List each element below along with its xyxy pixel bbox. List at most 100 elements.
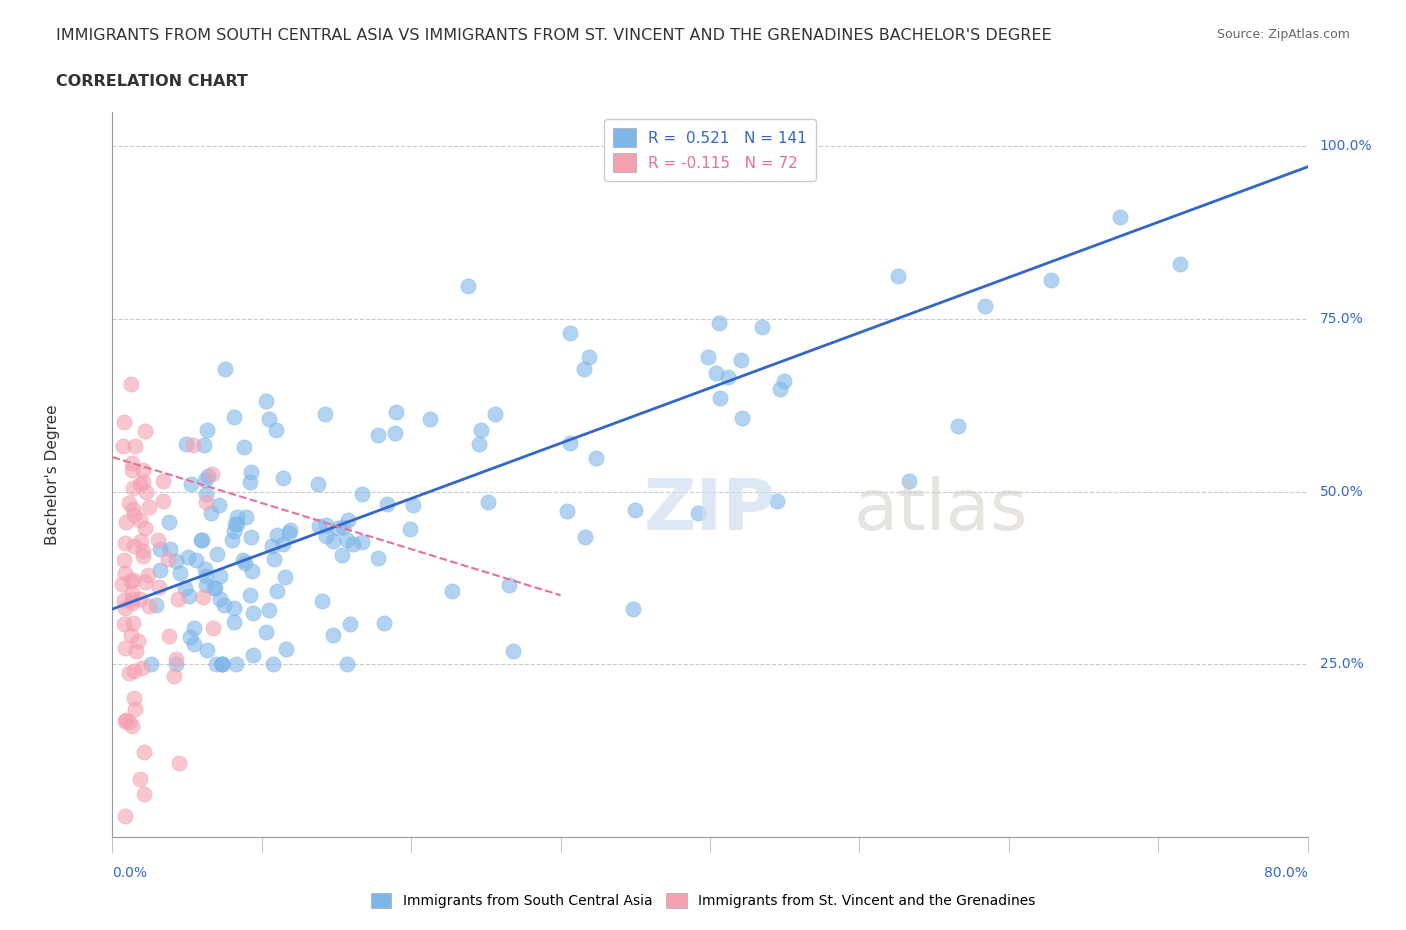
Immigrants from South Central Asia: [560, 436, 582, 451]
Immigrants from South Central Asia: [232, 552, 254, 567]
Text: ZIP: ZIP: [644, 476, 776, 545]
Text: atlas: atlas: [853, 476, 1028, 545]
Immigrants from South Central Asia: [315, 517, 337, 532]
Immigrants from South Central Asia: [180, 476, 202, 491]
Immigrants from St. Vincent and the Grenadines: [201, 466, 224, 481]
Immigrants from St. Vincent and the Grenadines: [201, 621, 224, 636]
Immigrants from South Central Asia: [467, 437, 489, 452]
Immigrants from South Central Asia: [373, 615, 395, 630]
Immigrants from South Central Asia: [578, 350, 600, 365]
Immigrants from South Central Asia: [572, 362, 595, 377]
Text: Source: ZipAtlas.com: Source: ZipAtlas.com: [1216, 28, 1350, 41]
Immigrants from St. Vincent and the Grenadines: [132, 474, 155, 489]
Immigrants from South Central Asia: [273, 471, 295, 485]
Immigrants from South Central Asia: [274, 642, 297, 657]
Immigrants from St. Vincent and the Grenadines: [112, 552, 135, 567]
Immigrants from South Central Asia: [266, 528, 288, 543]
Immigrants from South Central Asia: [558, 326, 581, 340]
Immigrants from St. Vincent and the Grenadines: [124, 438, 146, 453]
Immigrants from South Central Asia: [266, 584, 288, 599]
Text: 100.0%: 100.0%: [1319, 140, 1372, 153]
Immigrants from St. Vincent and the Grenadines: [124, 644, 146, 658]
Text: Bachelor's Degree: Bachelor's Degree: [45, 404, 60, 545]
Immigrants from St. Vincent and the Grenadines: [120, 573, 142, 588]
Immigrants from South Central Asia: [948, 418, 970, 433]
Immigrants from St. Vincent and the Grenadines: [118, 715, 141, 730]
Immigrants from South Central Asia: [211, 657, 233, 671]
Immigrants from South Central Asia: [502, 644, 524, 658]
Immigrants from South Central Asia: [585, 450, 607, 465]
Immigrants from South Central Asia: [367, 428, 389, 443]
Immigrants from South Central Asia: [336, 512, 359, 527]
Immigrants from St. Vincent and the Grenadines: [132, 745, 155, 760]
Immigrants from South Central Asia: [242, 564, 264, 578]
Immigrants from South Central Asia: [336, 532, 359, 547]
Immigrants from South Central Asia: [375, 497, 398, 512]
Immigrants from South Central Asia: [263, 551, 285, 566]
Immigrants from St. Vincent and the Grenadines: [138, 500, 160, 515]
Immigrants from South Central Asia: [186, 552, 208, 567]
Immigrants from South Central Asia: [314, 406, 336, 421]
Immigrants from South Central Asia: [254, 394, 277, 409]
Immigrants from St. Vincent and the Grenadines: [163, 669, 186, 684]
Immigrants from South Central Asia: [195, 423, 218, 438]
Immigrants from South Central Asia: [239, 475, 262, 490]
Immigrants from South Central Asia: [208, 568, 231, 583]
Immigrants from St. Vincent and the Grenadines: [121, 462, 143, 477]
Immigrants from South Central Asia: [574, 529, 596, 544]
Immigrants from St. Vincent and the Grenadines: [112, 439, 135, 454]
Immigrants from St. Vincent and the Grenadines: [152, 473, 174, 488]
Immigrants from South Central Asia: [242, 648, 264, 663]
Immigrants from South Central Asia: [254, 624, 277, 639]
Immigrants from South Central Asia: [315, 528, 337, 543]
Immigrants from St. Vincent and the Grenadines: [122, 501, 145, 516]
Immigrants from St. Vincent and the Grenadines: [121, 455, 143, 470]
Legend: Immigrants from South Central Asia, Immigrants from St. Vincent and the Grenadin: Immigrants from South Central Asia, Immi…: [366, 888, 1040, 914]
Immigrants from South Central Asia: [273, 536, 295, 551]
Immigrants from South Central Asia: [214, 361, 236, 376]
Immigrants from South Central Asia: [235, 510, 257, 525]
Immigrants from South Central Asia: [240, 465, 263, 480]
Immigrants from South Central Asia: [974, 299, 997, 313]
Immigrants from South Central Asia: [183, 637, 205, 652]
Immigrants from South Central Asia: [322, 534, 344, 549]
Immigrants from St. Vincent and the Grenadines: [167, 756, 190, 771]
Immigrants from South Central Asia: [200, 506, 222, 521]
Immigrants from St. Vincent and the Grenadines: [165, 652, 187, 667]
Immigrants from South Central Asia: [194, 562, 217, 577]
Immigrants from St. Vincent and the Grenadines: [134, 574, 156, 589]
Immigrants from South Central Asia: [419, 411, 441, 426]
Immigrants from St. Vincent and the Grenadines: [134, 423, 156, 438]
Immigrants from South Central Asia: [307, 476, 329, 491]
Immigrants from South Central Asia: [222, 601, 245, 616]
Text: 80.0%: 80.0%: [1264, 866, 1308, 880]
Immigrants from South Central Asia: [207, 498, 229, 512]
Immigrants from St. Vincent and the Grenadines: [129, 477, 152, 492]
Text: 75.0%: 75.0%: [1319, 312, 1364, 326]
Immigrants from St. Vincent and the Grenadines: [138, 598, 160, 613]
Immigrants from South Central Asia: [773, 373, 796, 388]
Immigrants from St. Vincent and the Grenadines: [157, 551, 180, 566]
Immigrants from St. Vincent and the Grenadines: [120, 628, 142, 643]
Immigrants from South Central Asia: [264, 422, 287, 437]
Immigrants from South Central Asia: [768, 381, 790, 396]
Immigrants from St. Vincent and the Grenadines: [136, 568, 159, 583]
Immigrants from St. Vincent and the Grenadines: [132, 548, 155, 563]
Immigrants from South Central Asia: [477, 495, 499, 510]
Immigrants from South Central Asia: [326, 521, 349, 536]
Immigrants from South Central Asia: [259, 412, 281, 427]
Immigrants from St. Vincent and the Grenadines: [120, 377, 142, 392]
Immigrants from South Central Asia: [177, 589, 200, 604]
Immigrants from St. Vincent and the Grenadines: [114, 536, 136, 551]
Immigrants from South Central Asia: [731, 411, 754, 426]
Immigrants from St. Vincent and the Grenadines: [122, 616, 145, 631]
Immigrants from South Central Asia: [262, 657, 284, 671]
Immigrants from St. Vincent and the Grenadines: [114, 565, 136, 580]
Immigrants from St. Vincent and the Grenadines: [128, 512, 150, 527]
Immigrants from St. Vincent and the Grenadines: [134, 787, 156, 802]
Immigrants from South Central Asia: [274, 570, 297, 585]
Immigrants from South Central Asia: [149, 563, 172, 578]
Immigrants from South Central Asia: [211, 657, 233, 671]
Immigrants from South Central Asia: [226, 516, 249, 531]
Immigrants from South Central Asia: [350, 535, 373, 550]
